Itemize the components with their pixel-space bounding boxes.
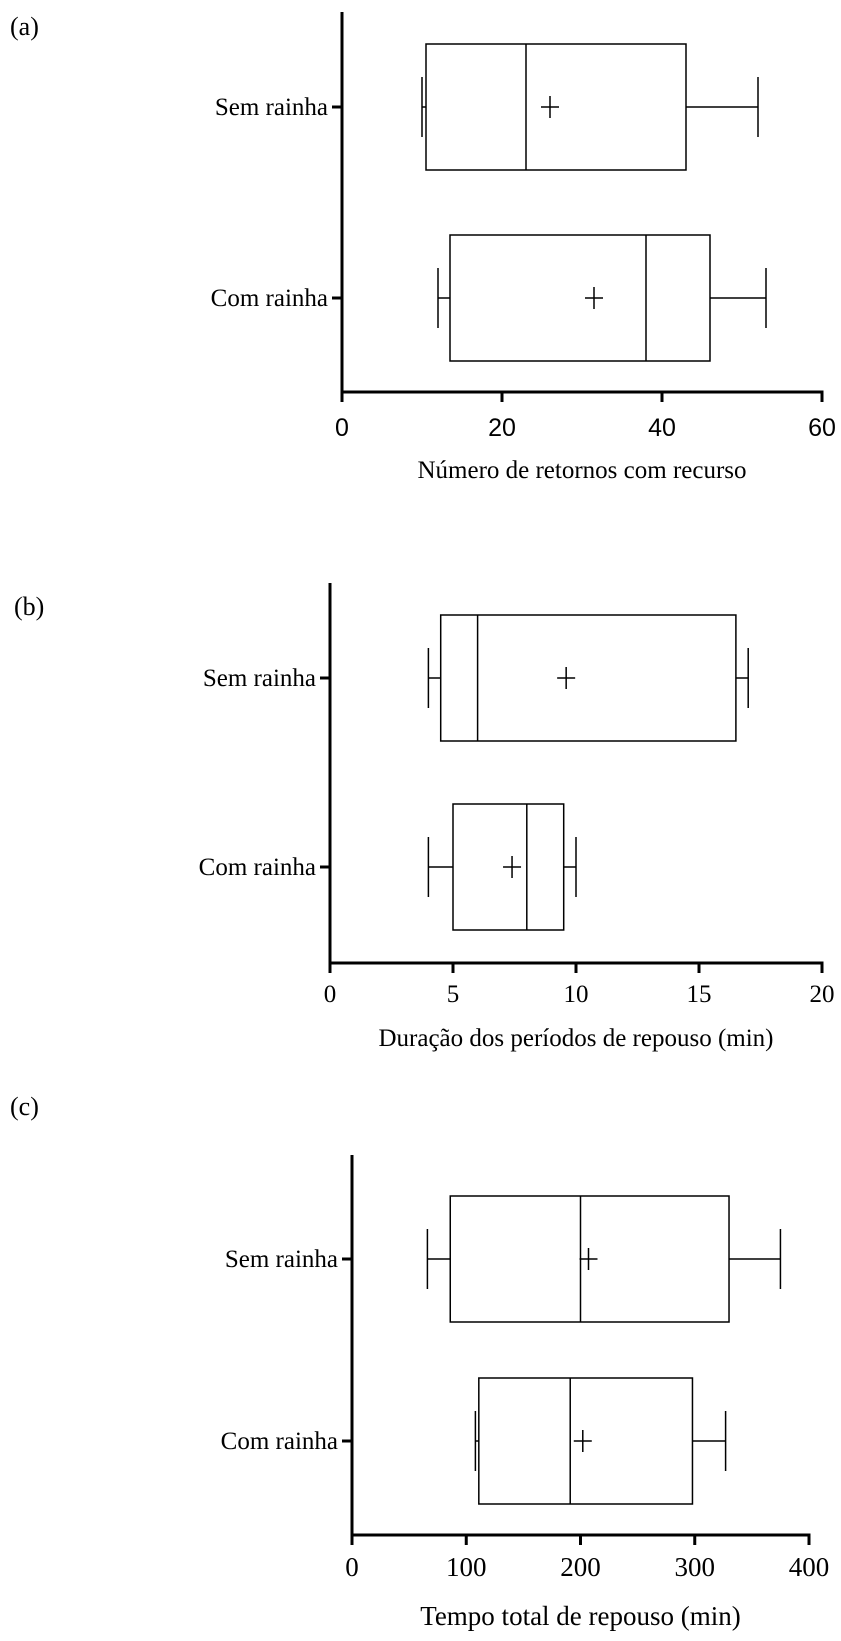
iqr-box (478, 1377, 694, 1505)
category-label: Com rainha (211, 285, 328, 312)
panel-label: (b) (14, 592, 44, 621)
category-label: Com rainha (221, 1428, 338, 1455)
iqr-box (439, 614, 737, 742)
x-tick-label: 40 (648, 414, 676, 442)
mean-marker (557, 667, 576, 689)
iqr-box (425, 43, 687, 171)
x-tick-label: 400 (789, 1552, 830, 1582)
mean-marker (503, 856, 522, 878)
x-tick-label: 300 (675, 1552, 716, 1582)
category-label: Sem rainha (215, 94, 328, 121)
x-tick-label: 0 (345, 1552, 359, 1582)
box-com-rainha: Com rainha (199, 803, 577, 931)
box-sem-rainha: Sem rainha (215, 43, 759, 171)
x-tick-label: 200 (560, 1552, 601, 1582)
mean-marker (585, 287, 603, 309)
category-label: Sem rainha (203, 665, 316, 692)
x-axis-label: Número de retornos com recurso (417, 457, 746, 484)
panel-label: (a) (10, 12, 39, 41)
x-tick-label: 60 (808, 414, 836, 442)
x-tick-label: 10 (564, 981, 589, 1008)
category-label: Com rainha (199, 854, 316, 881)
iqr-box (449, 234, 711, 362)
x-tick-label: 15 (687, 981, 712, 1008)
iqr-box (452, 803, 565, 931)
x-axis-label: Tempo total de repouso (min) (420, 1601, 741, 1631)
x-tick-label: 0 (324, 981, 337, 1008)
mean-marker (541, 96, 559, 118)
box-com-rainha: Com rainha (211, 234, 767, 362)
chart-panel-1: (a) 0 20 40 60 Número de retornos com recurso… (10, 12, 836, 484)
panel-label: (c) (10, 1092, 39, 1121)
mean-marker (579, 1248, 598, 1270)
chart-panel-3: (c) 0 100 200 300 400 Tempo total de repouso (… (10, 1092, 829, 1631)
box-com-rainha: Com rainha (221, 1377, 727, 1505)
box-sem-rainha: Sem rainha (225, 1195, 782, 1323)
x-tick-label: 20 (488, 414, 516, 442)
x-tick-label: 5 (447, 981, 460, 1008)
iqr-box (449, 1195, 730, 1323)
x-tick-label: 100 (446, 1552, 487, 1582)
category-label: Sem rainha (225, 1246, 338, 1273)
x-tick-label: 20 (810, 981, 835, 1008)
x-tick-label: 0 (335, 414, 349, 442)
mean-marker (573, 1430, 592, 1452)
chart-panel-2: (b) 0 5 10 15 20 Duração dos períodos de repou… (14, 583, 835, 1052)
x-axis-label: Duração dos períodos de repouso (min) (378, 1025, 773, 1052)
box-sem-rainha: Sem rainha (203, 614, 749, 742)
